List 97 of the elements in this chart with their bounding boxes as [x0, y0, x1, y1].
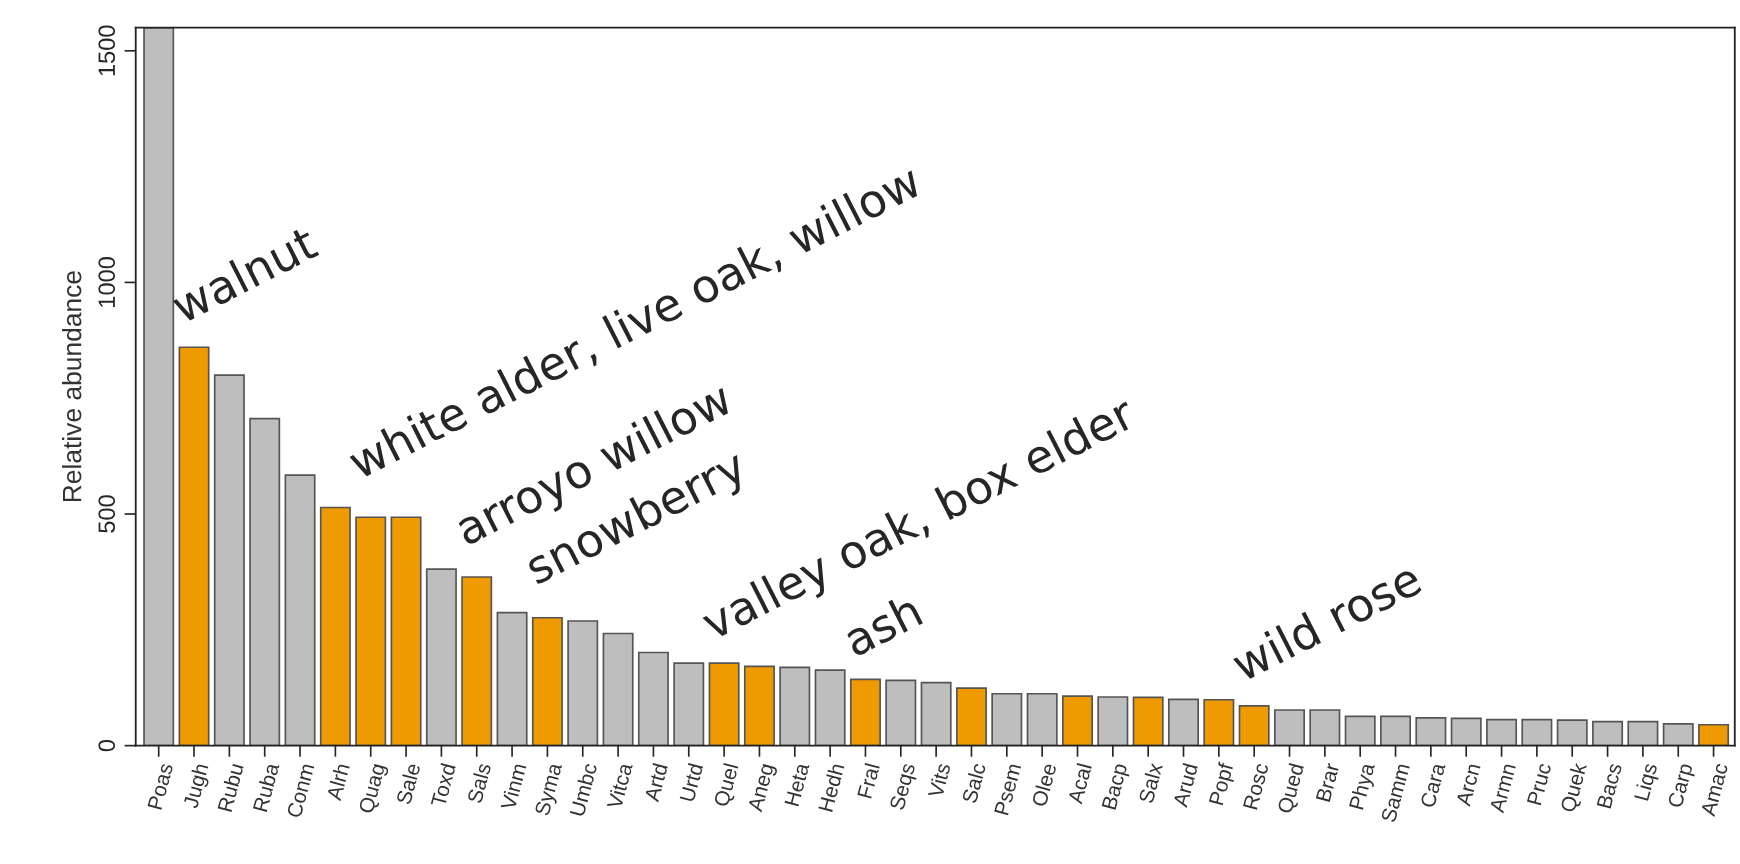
- x-tick-label: Qued: [1276, 762, 1308, 815]
- x-tick-label: Alrh: [325, 762, 350, 802]
- x-tick-label: Jugh: [182, 762, 213, 810]
- bar: [319, 506, 351, 746]
- y-tick-label: 0: [98, 739, 116, 752]
- bar: [425, 568, 457, 746]
- bar: [390, 516, 422, 746]
- bar: [708, 662, 740, 746]
- bar: [213, 374, 245, 746]
- bar: [1238, 704, 1270, 746]
- x-tick-label: Carp: [1667, 762, 1697, 810]
- bar: [496, 611, 528, 746]
- x-tick-label: Umbc: [569, 762, 598, 817]
- x-tick-label: Rubu: [216, 762, 244, 813]
- bar: [637, 651, 669, 746]
- x-tick-label: Acal: [1067, 762, 1092, 805]
- x-tick-label: Olee: [1031, 762, 1057, 808]
- bar: [1592, 720, 1624, 746]
- bar: [1203, 698, 1235, 746]
- x-tick-label: Quel: [712, 762, 743, 809]
- x-tick-label: Cara: [1419, 761, 1446, 809]
- bar: [284, 474, 316, 746]
- bar: [1344, 715, 1376, 746]
- bar: [1662, 723, 1694, 746]
- bar: [355, 516, 387, 746]
- bar: [1521, 718, 1553, 746]
- bar: [885, 679, 917, 746]
- bar: [814, 669, 846, 746]
- bar: [1627, 720, 1659, 746]
- x-tick-label: Salc: [961, 762, 987, 804]
- x-tick-label: Heta: [784, 761, 810, 807]
- x-tick-label: Aneg: [747, 763, 778, 814]
- x-tick-label: Vitca: [606, 761, 633, 810]
- x-tick-label: Arud: [1172, 762, 1198, 809]
- bar: [143, 27, 175, 746]
- bar: [1486, 718, 1518, 746]
- x-tick-label: Toxd: [430, 762, 456, 808]
- annotation: wild rose: [1228, 559, 1424, 683]
- bar: [1274, 709, 1306, 746]
- x-tick-label: Conm: [286, 763, 315, 819]
- bar: [1309, 709, 1341, 746]
- bar: [779, 666, 811, 746]
- bar: [743, 665, 775, 746]
- x-tick-label: Pruc: [1526, 762, 1552, 806]
- bar: [991, 692, 1023, 746]
- x-tick-label: Popf: [1208, 761, 1238, 807]
- bar: [1450, 717, 1482, 746]
- x-tick-label: Sale: [395, 762, 421, 805]
- x-tick-label: Ruba: [252, 761, 280, 813]
- x-tick-label: Quek: [1559, 761, 1591, 814]
- bar: [531, 616, 563, 746]
- x-tick-label: Seqs: [889, 762, 920, 812]
- x-tick-label: Armn: [1489, 763, 1516, 814]
- bar: [249, 417, 281, 746]
- bar: [602, 632, 634, 746]
- x-tick-label: Phya: [1348, 761, 1379, 811]
- x-tick-label: Artd: [643, 762, 668, 803]
- x-tick-label: Arcn: [1455, 763, 1481, 807]
- x-tick-label: Poas: [147, 762, 174, 810]
- bar: [849, 678, 881, 746]
- x-tick-label: Vinm: [499, 762, 527, 811]
- bar: [1698, 723, 1730, 746]
- x-tick-label: Rosc: [1243, 762, 1269, 810]
- bar: [567, 620, 599, 746]
- y-tick-label: 500: [98, 495, 116, 533]
- y-tick-label: 1000: [98, 257, 116, 307]
- bar: [1132, 696, 1164, 746]
- x-tick-label: Psem: [994, 763, 1022, 816]
- x-tick-label: Vits: [927, 762, 951, 799]
- bar: [1556, 719, 1588, 746]
- bar: [1168, 698, 1200, 746]
- bar: [955, 687, 987, 746]
- x-tick-label: Quag: [358, 763, 390, 815]
- x-tick-label: Bacs: [1596, 762, 1623, 809]
- x-tick-label: Liqs: [1633, 762, 1662, 802]
- y-tick-label: 1500: [98, 25, 116, 76]
- x-tick-label: Samm: [1380, 763, 1410, 823]
- x-tick-label: Salx: [1137, 761, 1163, 804]
- x-tick-label: Syma: [534, 761, 567, 818]
- x-tick-label: Bacp: [1101, 762, 1132, 811]
- y-axis-title: Relative abundance: [62, 271, 82, 502]
- x-tick-label: Brar: [1315, 762, 1340, 802]
- x-tick-label: Amac: [1700, 762, 1729, 817]
- bar: [1380, 715, 1412, 746]
- x-tick-label: Urtd: [679, 762, 704, 803]
- bar: [673, 662, 705, 746]
- bar: [461, 576, 493, 746]
- bar: [1097, 696, 1129, 746]
- bar: [1061, 695, 1093, 746]
- x-tick-label: Sals: [466, 762, 492, 804]
- bar: [1026, 692, 1058, 746]
- x-tick-label: Hedh: [817, 762, 845, 813]
- x-tick-label: Fral: [856, 762, 880, 799]
- bar: [920, 681, 952, 746]
- bar: [1415, 717, 1447, 746]
- bar: [178, 346, 210, 746]
- annotation: ash: [840, 592, 924, 658]
